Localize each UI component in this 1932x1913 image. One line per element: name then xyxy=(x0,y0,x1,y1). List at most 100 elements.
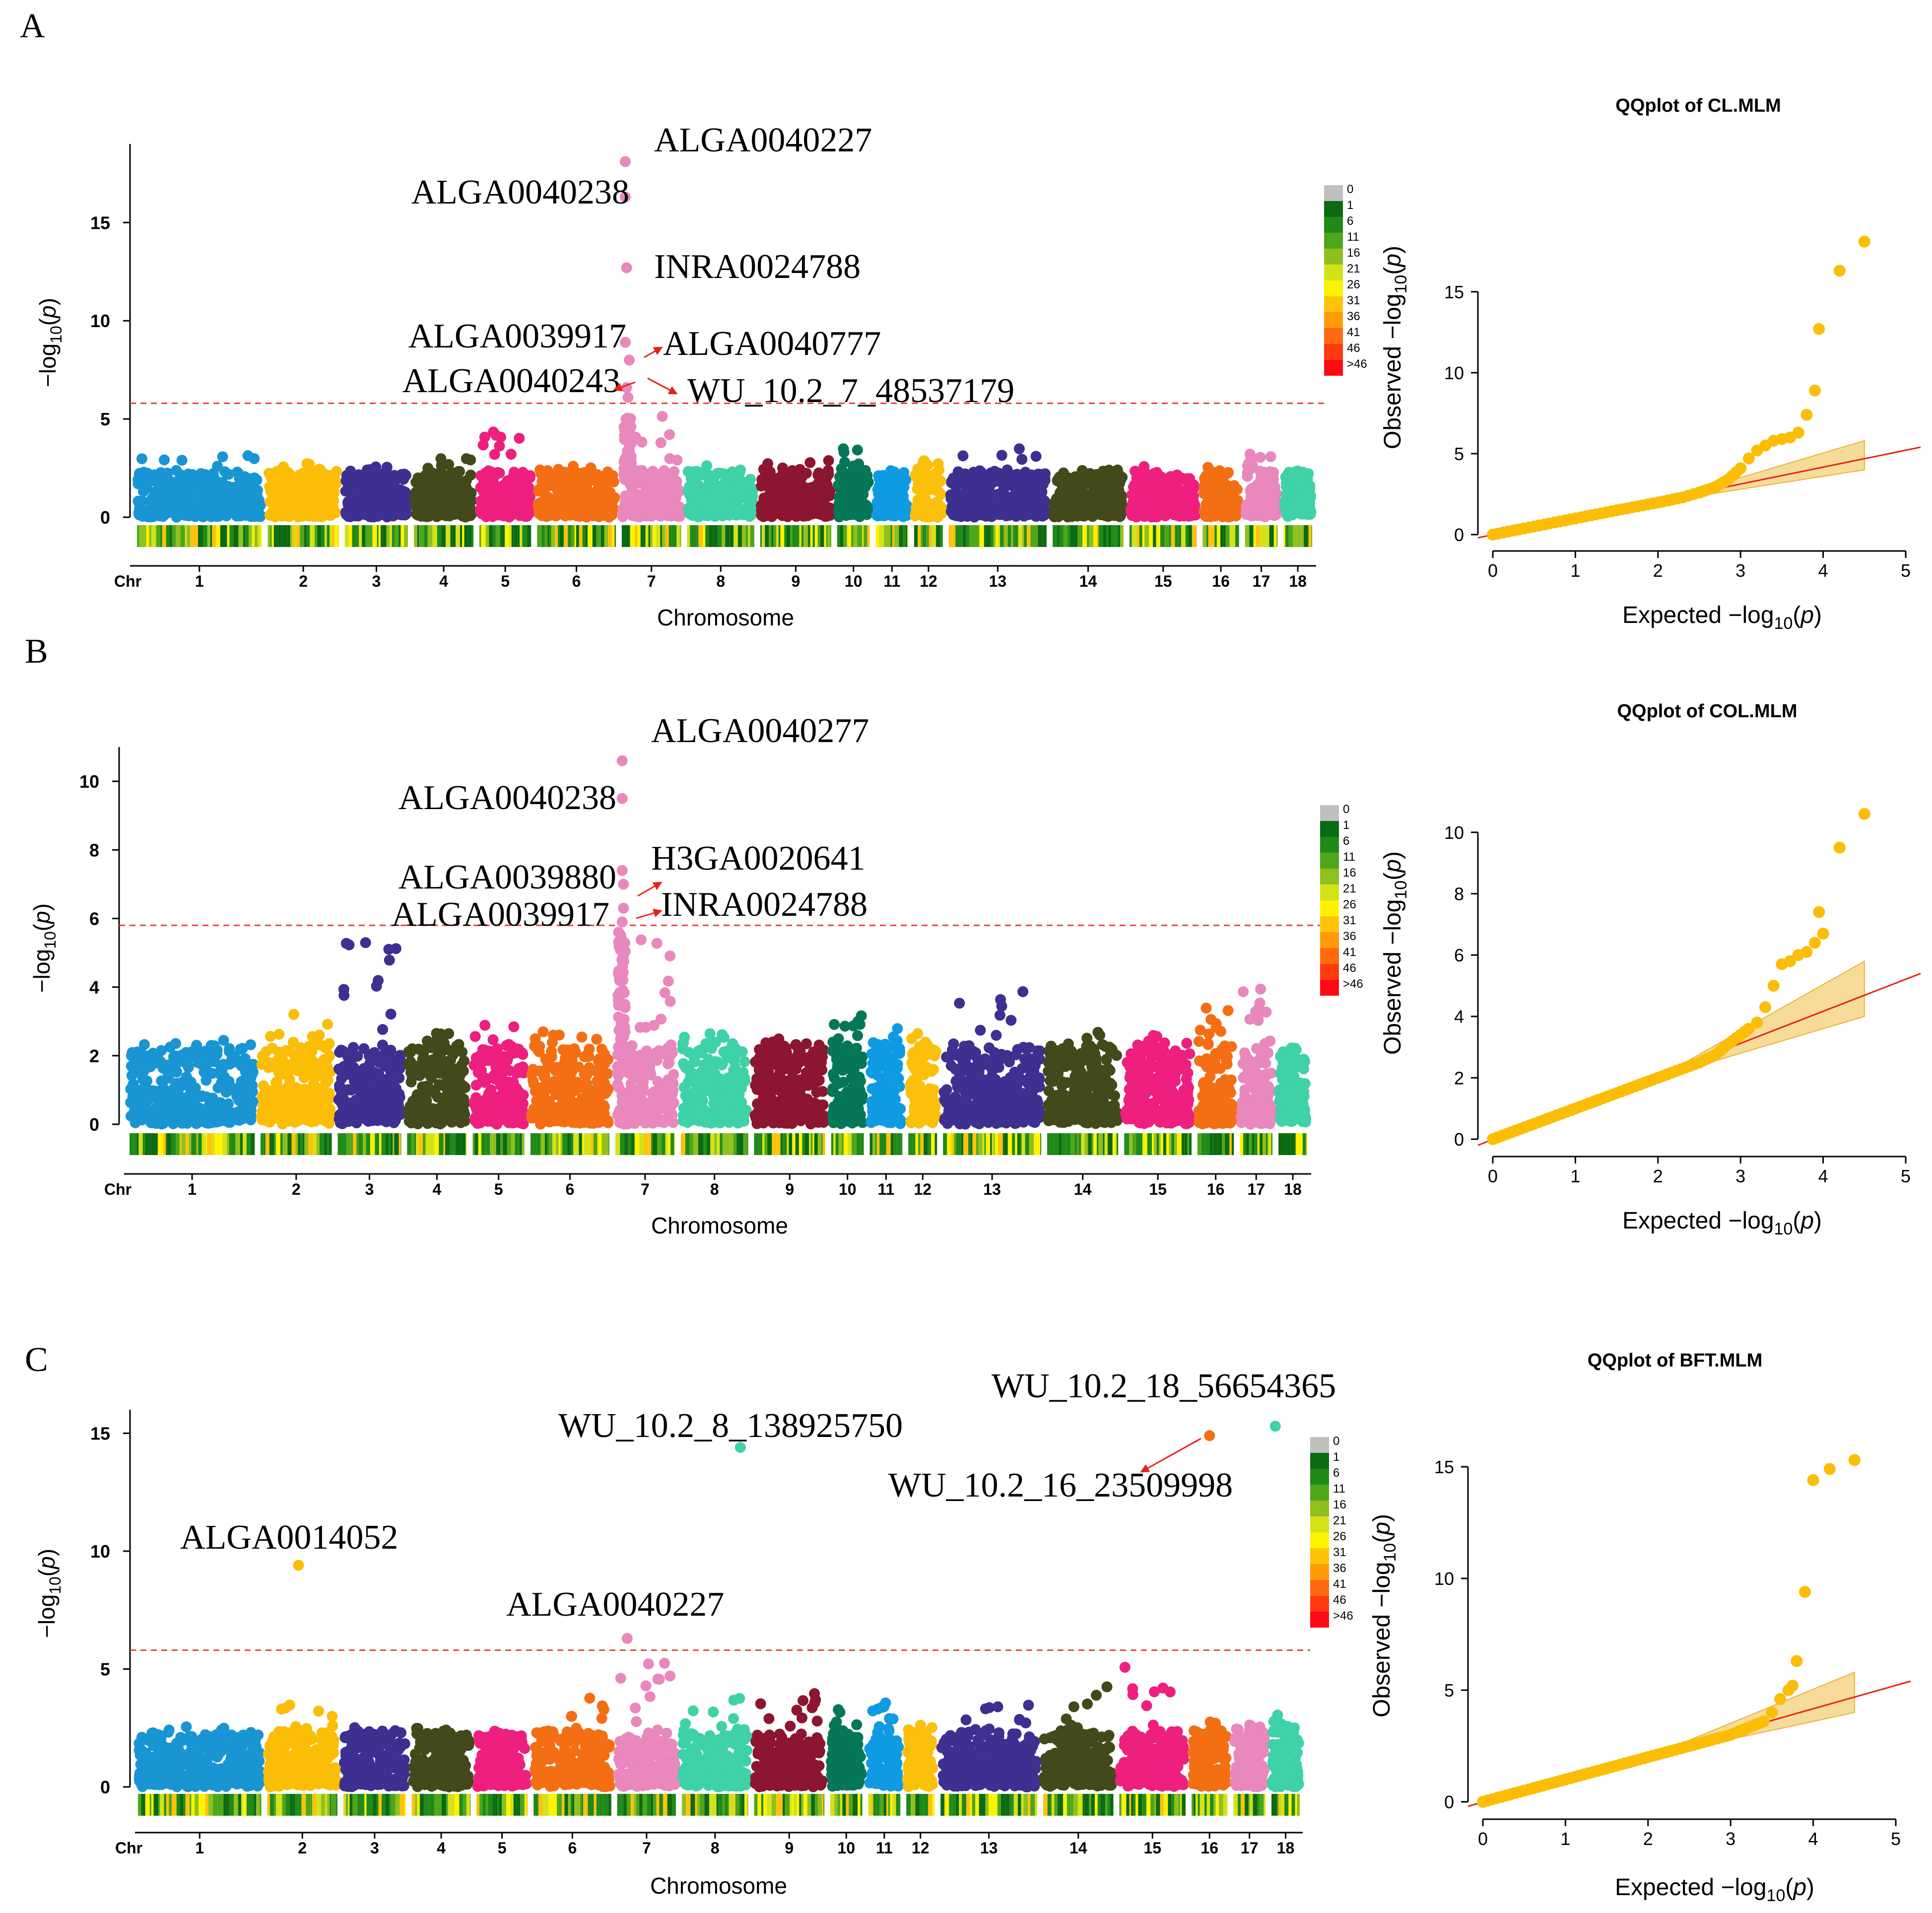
density-chr-5 xyxy=(479,525,532,547)
y-tick-label: 0 xyxy=(89,1114,99,1135)
legend-swatch xyxy=(1324,312,1343,328)
snp-point xyxy=(378,468,390,479)
density-bin xyxy=(952,525,956,547)
density-bin xyxy=(460,525,463,547)
snp-point xyxy=(435,453,447,465)
density-bin xyxy=(1276,525,1278,547)
snp-point xyxy=(700,505,711,516)
density-bin xyxy=(604,525,608,547)
snp-point xyxy=(163,501,175,513)
snp-point xyxy=(1216,478,1228,489)
snp-point xyxy=(316,488,328,500)
snp-point xyxy=(235,477,246,488)
density-bin xyxy=(801,525,803,547)
panel-letter-b: B xyxy=(25,632,48,671)
density-bin xyxy=(160,525,162,547)
density-bin xyxy=(1153,525,1155,547)
density-bin xyxy=(1097,525,1099,547)
snp-point xyxy=(278,461,289,473)
density-bin xyxy=(973,525,978,547)
density-bin xyxy=(650,525,653,547)
density-bin xyxy=(799,525,801,547)
snp-point xyxy=(488,505,499,517)
density-bin xyxy=(1256,525,1261,547)
panel-letter-c: C xyxy=(25,1341,48,1379)
density-bin xyxy=(558,525,560,547)
density-bin xyxy=(446,525,451,547)
density-bin xyxy=(381,525,383,547)
snp-point xyxy=(266,470,277,481)
snp-point xyxy=(1189,498,1200,510)
snp-point xyxy=(1050,508,1061,519)
snp-point xyxy=(1133,497,1144,508)
snp-point xyxy=(1293,468,1305,479)
density-bin xyxy=(269,525,272,547)
qq-point xyxy=(1858,235,1870,248)
snp-point xyxy=(400,507,410,519)
snp-point xyxy=(1062,511,1073,523)
snp-point xyxy=(1171,469,1183,480)
density-bin xyxy=(267,525,270,547)
snp-point xyxy=(655,437,666,448)
density-bin xyxy=(918,525,921,547)
density-bin xyxy=(662,525,666,547)
snp-point xyxy=(240,508,252,520)
snp-point xyxy=(822,465,834,476)
density-bin xyxy=(1297,525,1302,547)
legend-swatch xyxy=(1324,296,1343,312)
density-bin xyxy=(820,525,824,547)
density-bin xyxy=(427,525,433,547)
density-bin xyxy=(903,525,906,547)
density-bin xyxy=(668,525,672,547)
density-bin xyxy=(1265,525,1269,547)
density-bin xyxy=(998,525,1000,547)
qq-point xyxy=(1734,462,1747,475)
snp-point xyxy=(186,486,197,498)
density-bin xyxy=(1106,525,1108,547)
snp-point xyxy=(746,504,757,516)
density-bin xyxy=(725,525,730,547)
density-bin xyxy=(162,525,166,547)
density-bin xyxy=(993,525,996,547)
snp-point xyxy=(508,467,520,478)
density-bin xyxy=(1073,525,1078,547)
density-bin xyxy=(969,525,973,547)
snp-label: ALGA0040243 xyxy=(402,362,620,400)
density-bin xyxy=(517,525,520,547)
legend-swatch xyxy=(1324,249,1343,265)
density-bin xyxy=(383,525,387,547)
density-bin xyxy=(815,525,818,547)
y-tick-label: 8 xyxy=(89,840,99,860)
density-bin xyxy=(867,525,870,547)
snp-point xyxy=(1265,451,1276,463)
density-bin xyxy=(923,525,927,547)
density-bin xyxy=(1216,525,1220,547)
density-bin xyxy=(220,525,225,547)
density-bin xyxy=(276,525,278,547)
qq-x-tick-label: 1 xyxy=(1570,560,1580,581)
density-bin xyxy=(1130,525,1132,547)
legend-label: 21 xyxy=(1347,262,1360,275)
density-bin xyxy=(851,525,854,547)
density-bin xyxy=(489,525,493,547)
snp-point xyxy=(564,474,576,485)
density-bin xyxy=(560,525,564,547)
density-bin xyxy=(321,525,325,547)
density-bin xyxy=(696,525,699,547)
density-bin xyxy=(853,525,858,547)
density-bin xyxy=(390,525,392,547)
snp-point xyxy=(853,458,865,470)
snp-point xyxy=(460,511,471,523)
chromosome-1-points xyxy=(125,1034,259,1130)
density-bin xyxy=(787,525,791,547)
snp-label: ALGA0040227 xyxy=(654,121,872,159)
snp-point xyxy=(659,465,670,477)
snp-point xyxy=(762,458,774,470)
snp-point xyxy=(307,496,319,507)
density-bin xyxy=(1115,525,1118,547)
snp-point xyxy=(251,507,262,519)
density-bin xyxy=(362,525,365,547)
snp-point xyxy=(980,478,992,488)
snp-point xyxy=(814,502,826,514)
snp-point xyxy=(838,447,850,458)
